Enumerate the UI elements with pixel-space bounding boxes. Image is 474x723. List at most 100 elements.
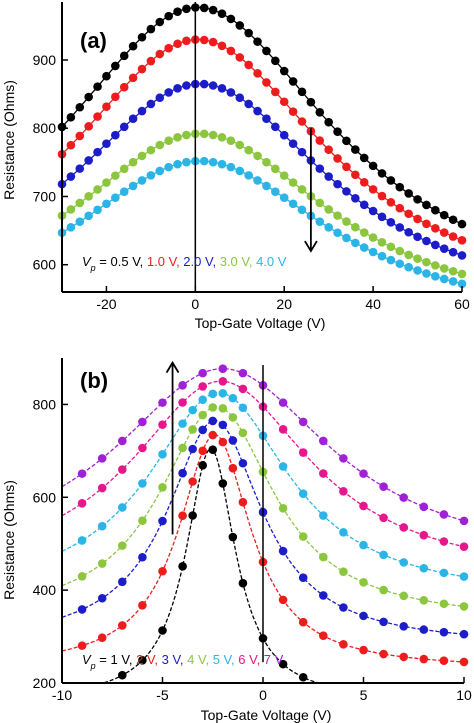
data-point [333,211,342,220]
data-point [419,563,429,573]
data-point [262,181,271,191]
data-point [119,187,129,197]
data-point [208,389,218,399]
data-point [118,503,127,512]
y-tick-label: 800 [33,396,57,412]
x-tick-label: 10 [456,687,472,703]
y-tick-label: 600 [33,489,57,505]
data-point [439,627,449,637]
data-point [97,593,107,603]
data-point [218,404,228,413]
data-point [66,205,76,214]
data-point [146,24,156,34]
data-point [404,189,413,198]
data-point [262,157,271,167]
legend-prefix: = [96,652,111,667]
data-point [235,53,245,62]
data-point [178,443,187,453]
data-point [439,274,449,284]
data-point [182,130,191,140]
data-point [217,159,227,169]
data-point [182,81,191,90]
data-point [118,577,127,587]
data-point [399,523,409,532]
data-point [226,162,236,172]
legend-subscript: p [90,661,96,671]
data-point [339,567,348,577]
data-point [431,272,440,281]
data-point [368,206,378,216]
series-line [61,6,463,225]
data-point [253,151,262,161]
data-point [333,228,342,238]
data-point [235,21,245,30]
panel-b-series-group [61,364,469,684]
data-point [188,444,197,454]
data-point [178,511,187,521]
data-point [422,236,431,246]
data-point [377,212,387,222]
data-point [118,436,127,446]
data-point [111,130,120,140]
data-point [279,97,289,107]
data-point [218,437,228,447]
data-point [439,568,449,578]
data-point [359,200,369,210]
data-point [137,32,147,42]
data-point [164,43,173,53]
series-line [61,38,463,241]
data-point [75,164,85,173]
data-point [279,193,289,203]
data-point [253,69,262,78]
data-point [271,87,280,97]
data-point [118,621,127,630]
data-point [244,28,253,38]
data-point [271,164,280,174]
data-point [226,136,236,146]
data-point [137,64,147,74]
series-line [61,420,465,635]
data-point [404,227,413,237]
data-point [379,550,388,560]
data-point [146,99,156,109]
data-point [351,193,360,203]
data-point [359,243,369,252]
data-point [173,39,182,49]
arrow-head [304,240,318,253]
data-point [319,631,328,640]
data-point [155,93,165,103]
data-point [278,425,288,434]
data-point [315,217,325,226]
data-point [359,540,368,550]
panel-a-label: (a) [80,28,107,53]
data-point [457,219,467,229]
data-point [198,368,207,378]
data-point [102,102,111,111]
data-point [235,140,245,150]
panel-a-arrow [304,128,318,253]
x-tick-label: -20 [96,296,116,312]
legend-entry: 6 V, [238,652,264,667]
data-point [199,3,209,13]
data-point [288,199,298,209]
data-point [448,247,458,257]
legend-subscript: p [90,263,96,273]
data-point [228,436,238,445]
data-point [319,436,328,446]
y-tick-label: 900 [33,52,57,68]
data-point [422,219,431,229]
data-point [93,147,102,157]
data-point [298,417,308,427]
data-point [395,259,405,269]
x-tick-label: -10 [52,687,72,703]
data-point [422,269,431,278]
data-point [278,462,288,471]
data-point [66,223,76,232]
data-point [413,195,422,204]
data-point [84,211,93,221]
data-point [208,5,218,15]
data-point [379,617,388,627]
data-point [158,450,167,459]
data-point [298,532,308,541]
data-point [137,176,147,185]
